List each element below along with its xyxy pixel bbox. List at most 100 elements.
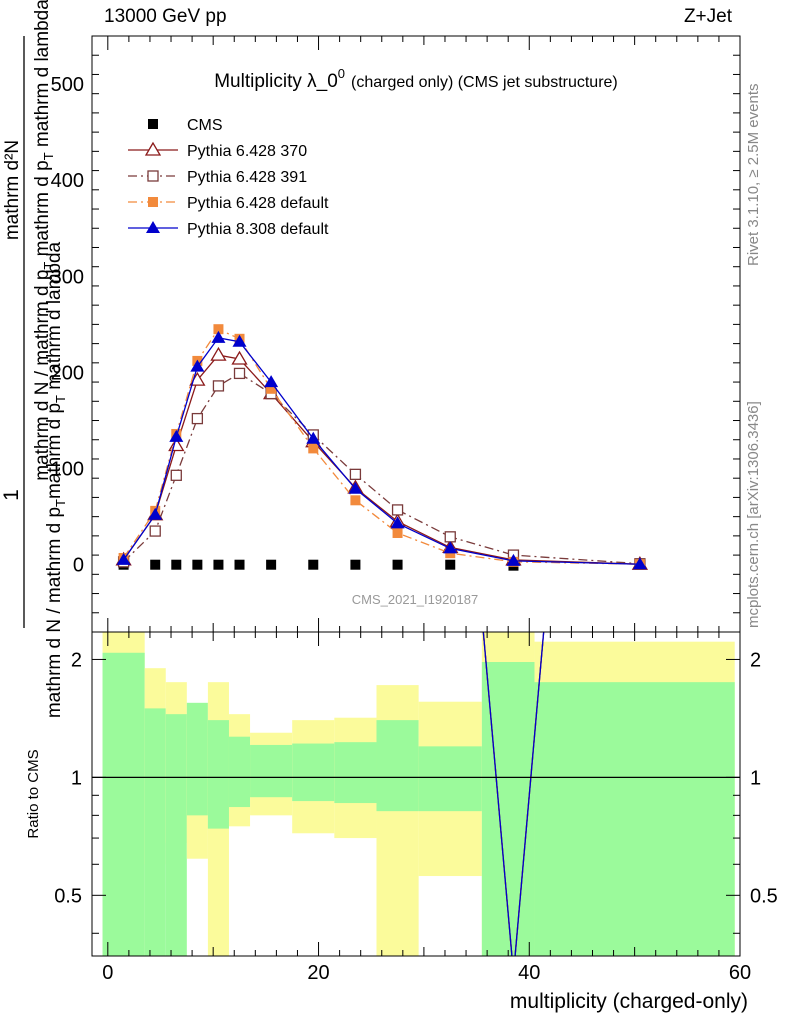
data-point (211, 330, 226, 343)
ratio-band-green (292, 743, 335, 802)
main-y-tick-label: 500 (51, 74, 84, 96)
main-y-tick-label: 100 (51, 459, 84, 481)
ratio-band-green (144, 708, 166, 956)
legend-label: Pythia 6.428 391 (187, 169, 307, 186)
data-point (349, 468, 362, 480)
main-y-label-upper-part: T (41, 262, 56, 270)
x-tick-label: 60 (729, 962, 751, 984)
data-point (348, 481, 363, 494)
data-point (391, 504, 404, 516)
main-y-label-upper-part: mathrm d N / mathrm d p (32, 270, 53, 481)
data-point (392, 559, 403, 570)
legend-marker (148, 119, 158, 129)
main-y-label-upper: mathrm d N / mathrm d pT mathrm d pT mat… (32, 0, 56, 481)
main-y-tick-label: 0 (73, 555, 84, 577)
data-point (390, 516, 405, 529)
chart-title-sup: 0 (338, 66, 345, 81)
legend-label: Pythia 8.308 default (187, 221, 329, 238)
ratio-band-green (418, 746, 482, 812)
main-y-tick-label: 200 (51, 362, 84, 384)
data-point (392, 527, 403, 538)
data-point (192, 559, 203, 570)
ratio-band-green (186, 702, 208, 816)
data-point (150, 559, 161, 570)
data-point (171, 559, 182, 570)
energy-label: 13000 GeV pp (104, 6, 227, 27)
legend-marker (148, 197, 158, 207)
ratio-y-axis-label: Ratio to CMS (25, 749, 42, 838)
analysis-id-label: CMS_2021_I1920187 (352, 592, 479, 607)
main-y-label-lower-part: mathrm d N / mathrm d p (44, 507, 65, 718)
data-point (191, 412, 204, 425)
data-point (632, 557, 647, 570)
main-y-label-upper-part: mathrm d lambda (32, 0, 53, 152)
data-point (308, 443, 319, 454)
data-point (506, 553, 521, 566)
x-tick-label: 0 (102, 962, 113, 984)
data-point (350, 495, 361, 506)
data-point (210, 346, 227, 361)
ratio-band-green (376, 720, 419, 812)
data-point (234, 559, 245, 570)
legend-label: CMS (187, 117, 223, 134)
ratio-y-tick-label: 0.5 (750, 885, 778, 907)
data-point (266, 383, 277, 394)
data-point (444, 531, 456, 543)
chart-title-main: Multiplicity λ_0 (214, 71, 338, 92)
ratio-band-green (334, 742, 377, 804)
main-y-label-lower-part: mathrm d p (44, 403, 65, 499)
data-point (212, 380, 225, 392)
data-point (233, 367, 246, 380)
ratio-y-tick-label: 1 (750, 767, 761, 789)
main-y-tick-label: 400 (51, 170, 84, 192)
ratio-line (482, 632, 545, 956)
data-point (169, 429, 184, 442)
ratio-band-green (165, 714, 187, 956)
data-point (308, 559, 319, 570)
data-point (232, 334, 247, 347)
ratio-y-tick-label: 0.5 (54, 885, 82, 907)
process-label: Z+Jet (683, 6, 732, 27)
data-point (350, 559, 361, 570)
data-point (148, 507, 163, 520)
main-y-label-one: 1 (0, 489, 23, 501)
ratio-band-green (228, 736, 251, 808)
data-point (445, 559, 456, 570)
legend-marker (144, 141, 162, 156)
data-point (149, 525, 161, 537)
data-point (213, 324, 224, 335)
ratio-y-tick-label: 1 (71, 767, 82, 789)
main-y-label-d2n: mathrm d²N (2, 140, 23, 240)
main-y-label-lower: mathrm d N / mathrm d pTmathrm d pT math… (44, 241, 68, 718)
ratio-y-tick-label: 2 (71, 649, 82, 671)
ratio-bands (102, 632, 735, 956)
chart-title-small: (charged only) (CMS jet substructure) (351, 74, 618, 91)
legend-label: Pythia 6.428 370 (187, 143, 307, 160)
data-point (264, 375, 279, 388)
legend-marker (146, 221, 160, 233)
ratio-band-green (534, 682, 735, 956)
ratio-band-green (250, 744, 293, 798)
main-y-tick-label: 300 (51, 266, 84, 288)
data-point (190, 359, 205, 372)
main-y-label-upper-part: mathrm d p (32, 160, 53, 261)
main-y-label-lower-part: mathrm d lambda (44, 241, 65, 395)
ratio-band-green (207, 720, 229, 829)
main-y-label-upper-part: T (41, 152, 56, 160)
chart-title: Multiplicity λ_00 (charged only) (CMS jet… (214, 66, 618, 92)
data-point (170, 469, 182, 481)
main-y-label-lower-part: T (53, 499, 68, 507)
x-tick-label: 40 (518, 962, 540, 984)
ratio-frame (91, 631, 741, 957)
data-point (306, 431, 321, 444)
ratio-band-green (102, 652, 145, 956)
ratio-y-tick-label: 2 (750, 649, 761, 671)
x-axis-label: multiplicity (charged-only) (510, 990, 748, 1013)
data-point (231, 350, 248, 365)
data-point (213, 559, 224, 570)
x-tick-label: 20 (307, 962, 329, 984)
data-point (443, 541, 458, 554)
legend-label: Pythia 6.428 default (187, 195, 329, 212)
legend-marker (147, 170, 159, 182)
